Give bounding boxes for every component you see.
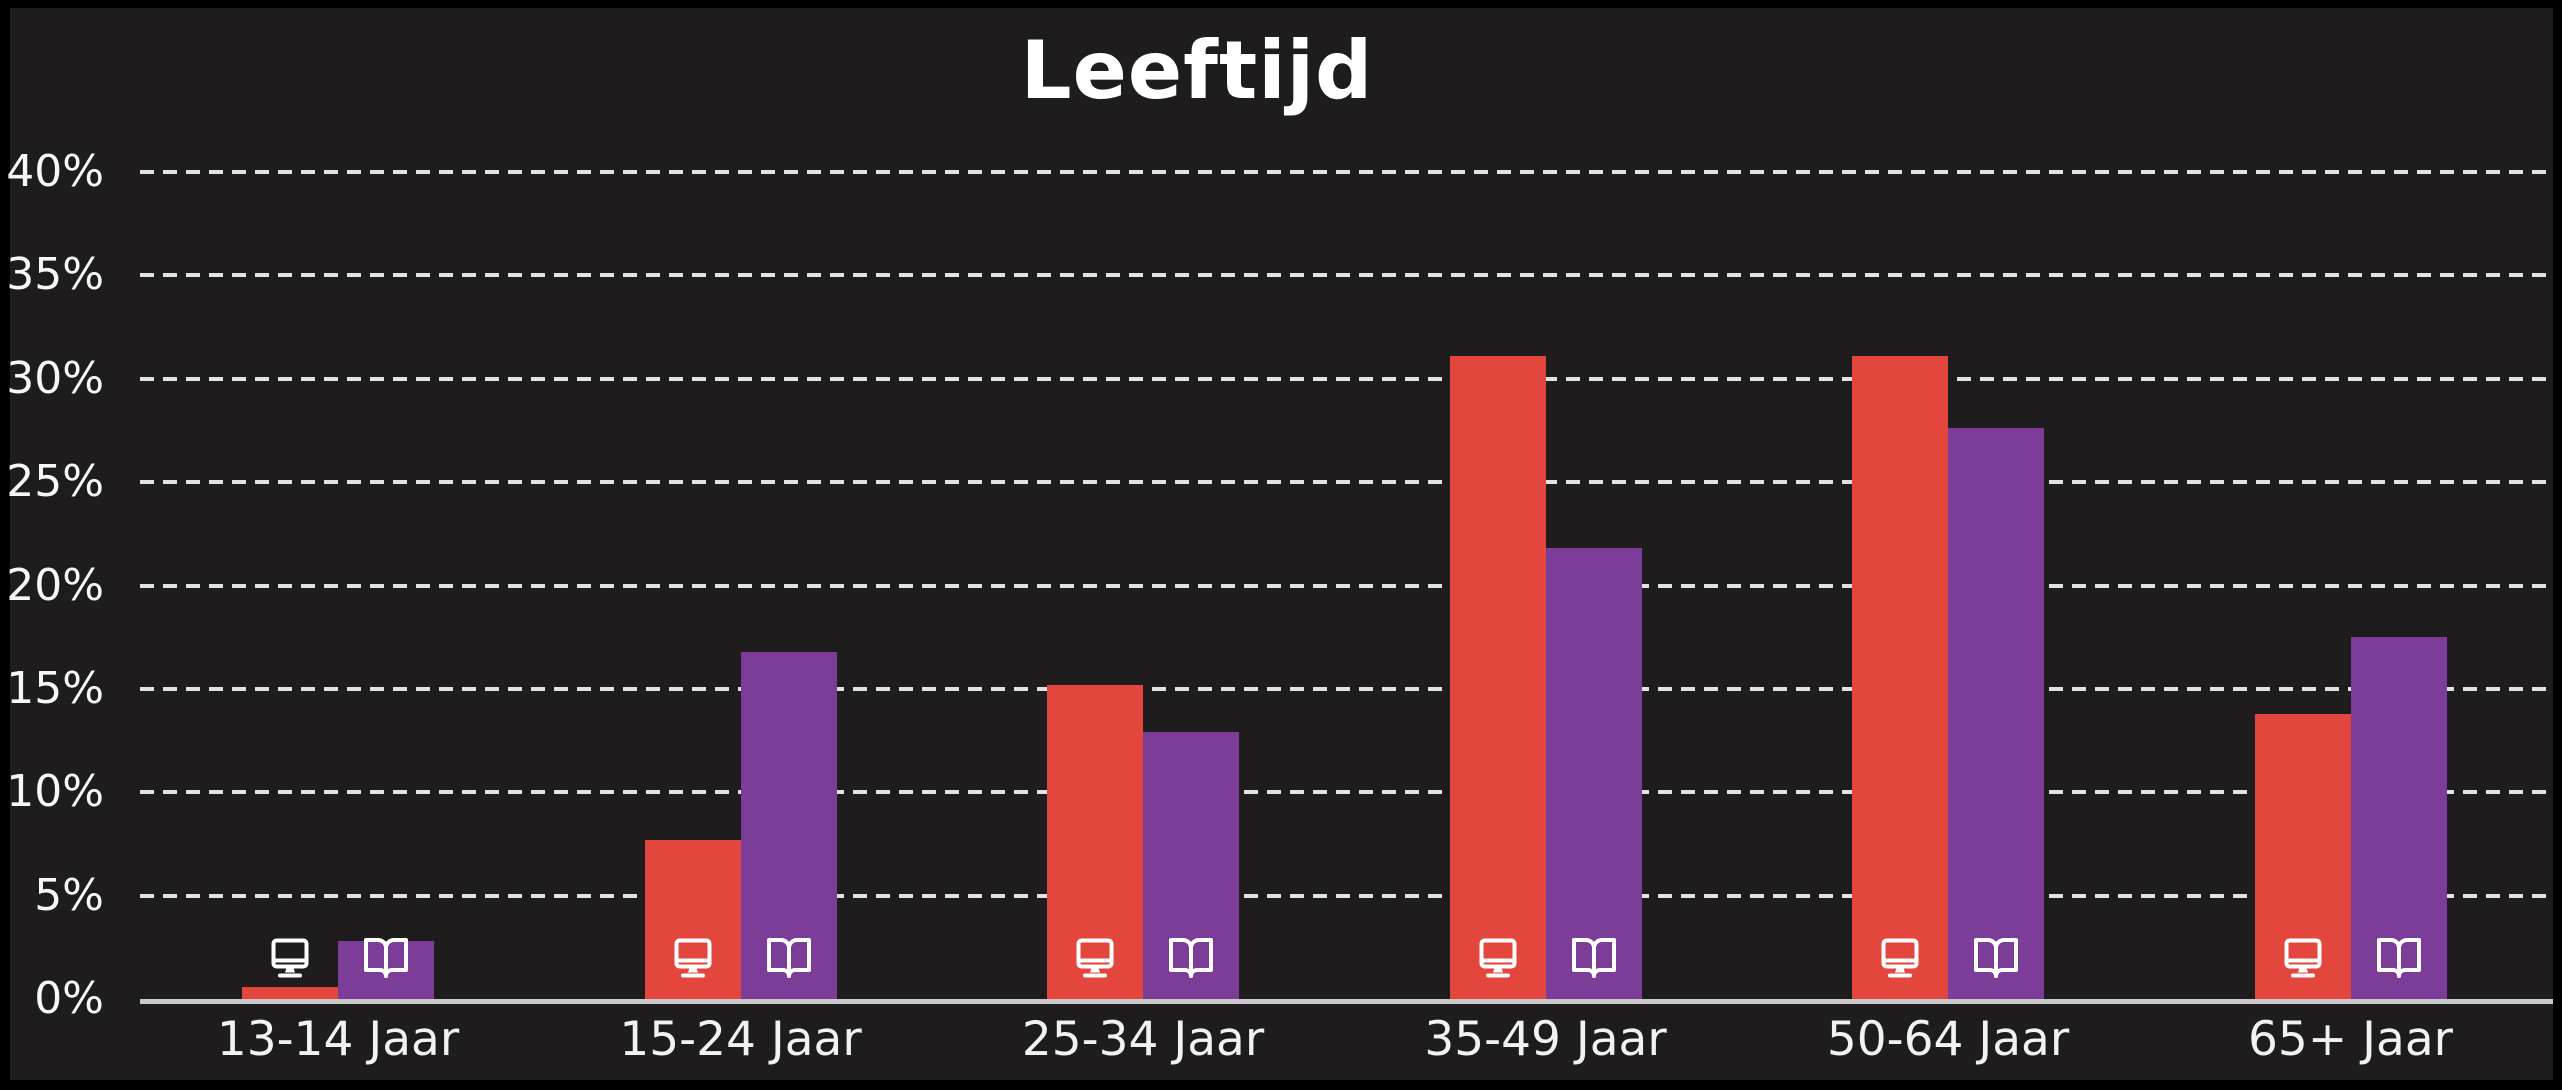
y-axis-tick-label: 40% [6,146,104,197]
chart-background [10,8,2553,1080]
y-axis-tick-label: 5% [34,869,104,921]
bar-monitor-35-49-jaar [1449,356,1546,999]
x-axis-category-label: 35-49 Jaar [1424,1012,1667,1067]
monitor-icon-holder [1474,934,1522,982]
bar-open-book-35-49-jaar [1545,548,1642,999]
open-book-icon-holder [2375,934,2423,982]
gridline-15 [140,686,2553,691]
open-book-icon [2376,938,2421,978]
bar-monitor-50-64-jaar [1852,356,1948,999]
bar-open-book-50-64-jaar [1948,428,2044,999]
y-axis-tick-label: 15% [6,662,104,714]
open-book-icon [1571,938,1616,978]
y-axis-tick-label: 35% [6,249,104,301]
open-book-icon-holder [765,934,813,982]
open-book-icon [766,938,811,978]
open-book-icon [364,938,408,978]
gridline-20 [140,583,2553,588]
x-axis-line [140,999,2553,1004]
bar-open-book-15-24-jaar [740,651,837,999]
y-axis-tick-label: 10% [6,766,104,818]
x-axis-category-label: 13-14 Jaar [216,1012,460,1067]
open-book-icon-holder [1972,934,2020,982]
chart-title: Leeftijd [1020,24,1374,117]
monitor-icon [2284,938,2321,978]
gridline-35 [140,273,2553,278]
open-book-icon-holder [1167,934,1215,982]
gridline-25 [140,480,2553,485]
x-axis-category-label: 25-34 Jaar [1021,1012,1265,1067]
monitor-icon [271,938,309,978]
bar-monitor-13-14-jaar [242,986,338,999]
y-axis-tick-label: 0% [34,973,104,1024]
monitor-icon-holder [1071,934,1119,982]
gridline-10 [140,790,2553,795]
monitor-icon-holder [669,934,717,982]
monitor-icon [1479,938,1516,978]
open-book-icon [1974,938,2018,978]
gridline-5 [140,893,2553,898]
x-axis-category-label: 15-24 Jaar [619,1012,862,1067]
monitor-icon [1076,938,1114,978]
monitor-icon-holder [266,934,314,982]
gridline-40 [140,170,2553,174]
monitor-icon-holder [1876,934,1924,982]
bar-monitor-25-34-jaar [1047,684,1143,999]
y-axis-tick-label: 20% [6,559,104,611]
x-axis-category-label: 65+ Jaar [2248,1012,2453,1067]
monitor-icon [674,938,711,978]
open-book-icon-holder [362,934,410,982]
monitor-icon [1881,938,1919,978]
bar-monitor-65-jaar [2254,713,2351,999]
x-axis-category-label: 50-64 Jaar [1826,1012,2070,1067]
open-book-icon-holder [1570,934,1618,982]
monitor-icon-holder [2279,934,2327,982]
open-book-icon [1169,938,1213,978]
bar-open-book-65-jaar [2350,637,2447,999]
gridline-30 [140,376,2553,381]
y-axis-tick-label: 25% [6,456,104,508]
y-axis-tick-label: 30% [6,352,104,404]
